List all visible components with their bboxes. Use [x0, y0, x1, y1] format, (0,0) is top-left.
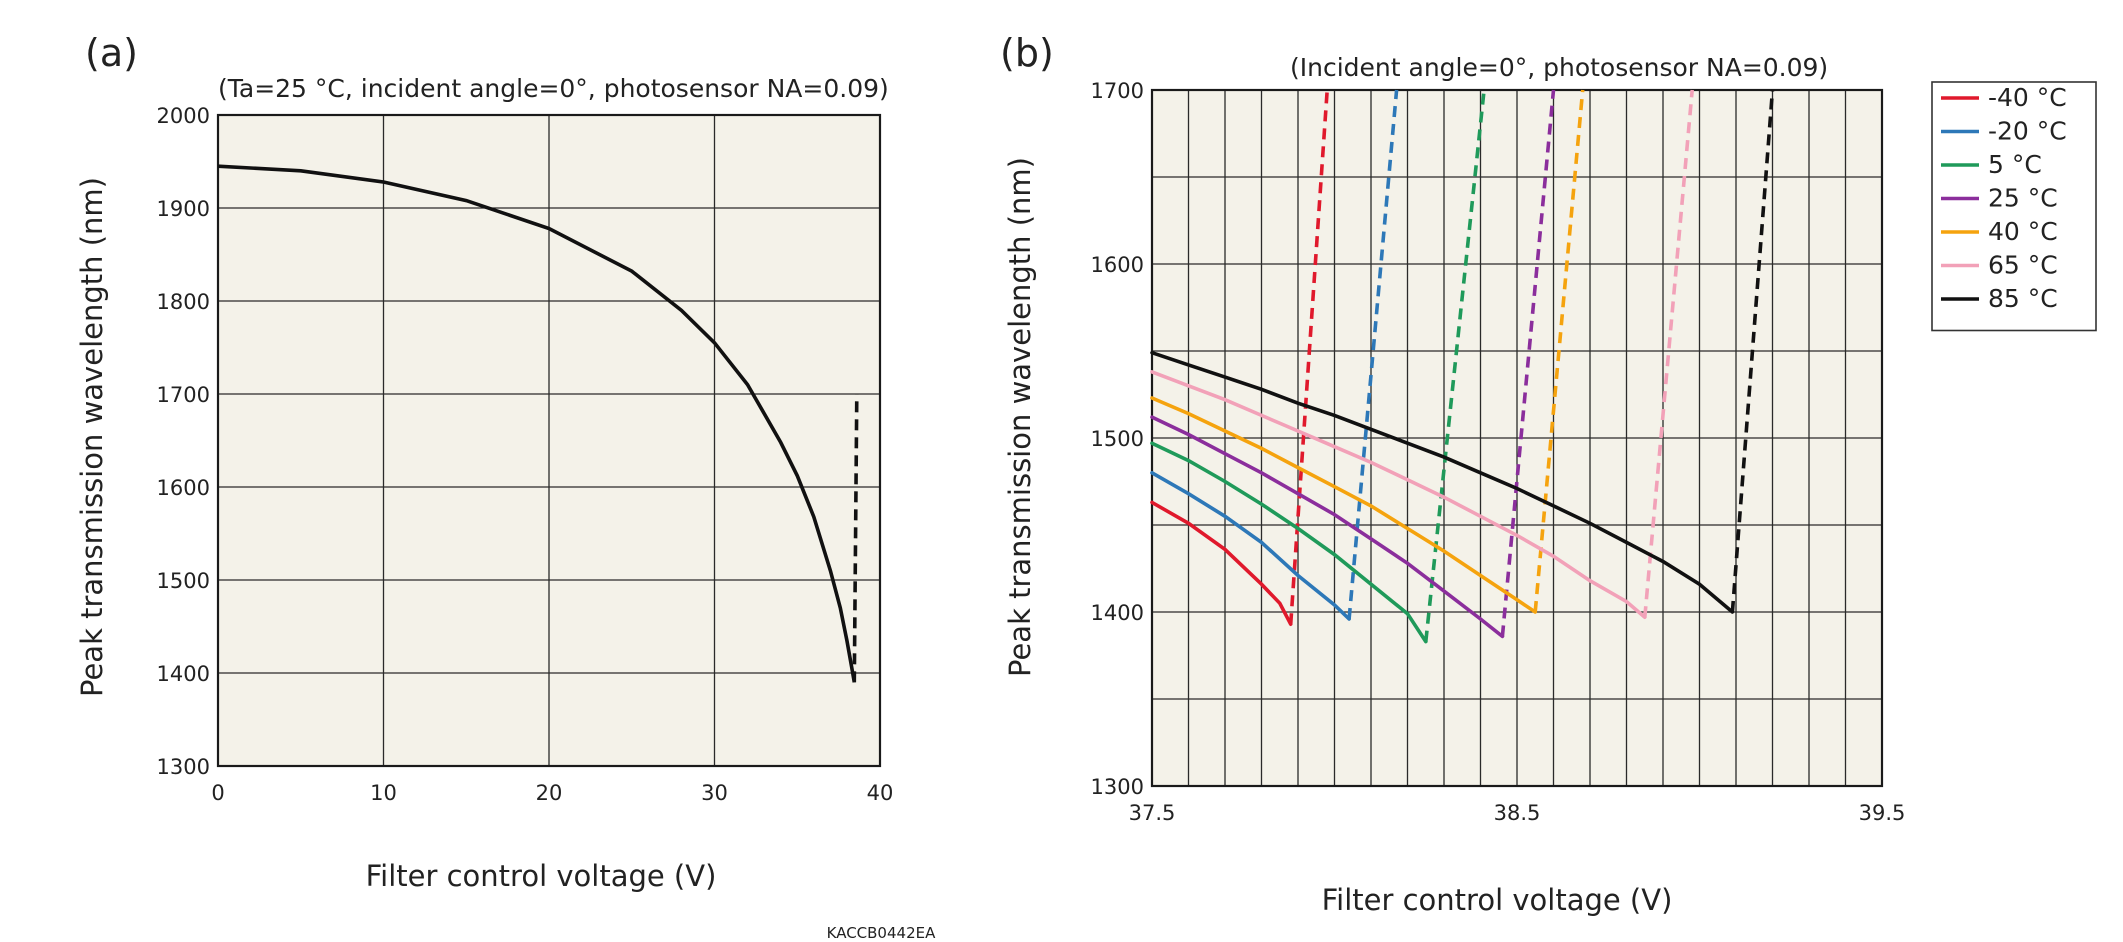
y-tick-label: 1700: [157, 383, 210, 407]
figure-code: KACCB0442EA: [827, 924, 936, 942]
series-line-solid: [1150, 500, 1293, 626]
legend-label: 65 °C: [1988, 251, 2058, 280]
y-tick-label: 1500: [157, 569, 210, 593]
chart-a-x-ticks: 0 10 20 30 40: [211, 781, 893, 805]
series-5c: [1150, 89, 1486, 644]
x-tick-label: 40: [867, 781, 894, 805]
legend-label: -40 °C: [1988, 83, 2067, 112]
series-line-dashed: [1424, 89, 1486, 642]
series-line-solid: [217, 164, 857, 683]
chart-b-legend: -40 °C -20 °C 5 °C 25 °C 40 °C 65 °C 85 °C: [1931, 81, 2097, 332]
series-0: [217, 164, 857, 683]
legend-label: 40 °C: [1988, 217, 2058, 246]
chart-b-series-group: [1150, 89, 1775, 644]
series--40c: [1150, 89, 1329, 626]
series-25c: [1150, 89, 1556, 639]
legend-item: 85 °C: [1941, 284, 2058, 313]
chart-a-y-axis-label: Peak transmission wavelength (nm): [75, 177, 109, 697]
chart-b-title: (Incident angle=0°, photosensor NA=0.09): [1290, 53, 1828, 82]
chart-b-x-axis-label: Filter control voltage (V): [1322, 883, 1673, 917]
chart-b-x-ticks: 37.5 38.5 39.5: [1129, 801, 1906, 825]
legend-label: 5 °C: [1988, 150, 2042, 179]
chart-b-plot-area: [1150, 88, 1884, 788]
chart-a-series-group: [217, 164, 859, 683]
legend-item: -20 °C: [1941, 117, 2067, 146]
x-tick-label: 10: [370, 781, 397, 805]
x-tick-label: 30: [701, 781, 728, 805]
series-85c: [1150, 89, 1775, 614]
x-tick-label: 39.5: [1859, 801, 1906, 825]
series-line-solid: [1150, 396, 1537, 614]
legend-box: [1931, 81, 2097, 332]
series-line-solid: [1150, 350, 1735, 614]
legend-item: -40 °C: [1941, 83, 2067, 112]
plot-frame: [216, 113, 882, 768]
series-line-solid: [1150, 471, 1351, 621]
series-line-dashed: [1533, 89, 1585, 613]
chart-a-y-ticks: 1300 1400 1500 1600 1700 1800 1900 2000: [157, 104, 210, 779]
legend-item: 25 °C: [1941, 184, 2058, 213]
series-line-solid: [1150, 441, 1428, 644]
y-tick-label: 2000: [157, 104, 210, 128]
series-line-solid: [1150, 370, 1647, 619]
y-tick-label: 1600: [157, 476, 210, 500]
x-tick-label: 37.5: [1129, 801, 1176, 825]
legend-item: 65 °C: [1941, 251, 2058, 280]
series-65c: [1150, 89, 1694, 619]
x-tick-label: 38.5: [1494, 801, 1541, 825]
series-line-dashed: [1500, 89, 1556, 637]
chart-panel-b: (b) (Incident angle=0°, photosensor NA=0…: [1000, 31, 2097, 917]
chart-a-plot-area: [216, 113, 882, 768]
y-tick-label: 1300: [1091, 775, 1144, 799]
legend-label: 85 °C: [1988, 284, 2058, 313]
y-tick-label: 1400: [1091, 601, 1144, 625]
x-tick-label: 0: [211, 781, 224, 805]
y-tick-label: 1900: [157, 197, 210, 221]
series-line-dashed: [1730, 89, 1775, 613]
series-40c: [1150, 89, 1585, 614]
y-tick-label: 1800: [157, 290, 210, 314]
chart-b-y-ticks: 1300 1400 1500 1600 1700: [1091, 79, 1144, 799]
y-tick-label: 1700: [1091, 79, 1144, 103]
chart-a-title: (Ta=25 °C, incident angle=0°, photosenso…: [218, 74, 889, 103]
series-line-dashed: [1347, 89, 1399, 620]
legend-item: 5 °C: [1941, 150, 2042, 179]
chart-b-y-axis-label: Peak transmission wavelength (nm): [1003, 157, 1037, 677]
legend-label: -20 °C: [1988, 117, 2067, 146]
y-tick-label: 1300: [157, 755, 210, 779]
series--20c: [1150, 89, 1399, 621]
panel-label-b: (b): [1000, 31, 1054, 75]
x-tick-label: 20: [536, 781, 563, 805]
legend-label: 25 °C: [1988, 184, 2058, 213]
plot-frame: [1150, 88, 1884, 788]
chart-panel-a: (a) (Ta=25 °C, incident angle=0°, photos…: [75, 31, 893, 893]
y-tick-label: 1400: [157, 662, 210, 686]
panel-label-a: (a): [85, 31, 138, 75]
series-line-dashed: [1643, 89, 1694, 618]
series-line-solid: [1150, 415, 1505, 639]
series-line-dashed: [852, 393, 859, 683]
chart-a-x-axis-label: Filter control voltage (V): [366, 859, 717, 893]
y-tick-label: 1500: [1091, 427, 1144, 451]
series-1: [852, 393, 859, 683]
y-tick-label: 1600: [1091, 253, 1144, 277]
legend-item: 40 °C: [1941, 217, 2058, 246]
